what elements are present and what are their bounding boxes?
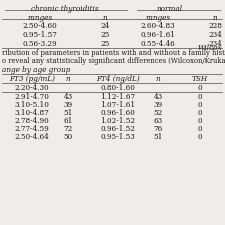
Text: 2.60-4.83: 2.60-4.83 — [141, 22, 175, 30]
Text: 0.96-1.61: 0.96-1.61 — [140, 31, 176, 39]
Text: 24: 24 — [100, 22, 110, 30]
Text: chronic thyroiditis: chronic thyroiditis — [31, 5, 99, 13]
Text: 63: 63 — [153, 117, 162, 125]
Text: normal: normal — [157, 5, 183, 13]
Text: 0: 0 — [198, 84, 202, 92]
Text: 0.95-1.57: 0.95-1.57 — [22, 31, 57, 39]
Text: 228: 228 — [208, 22, 222, 30]
Text: 234: 234 — [208, 31, 222, 39]
Text: 0: 0 — [198, 117, 202, 125]
Text: 0.80-1.60: 0.80-1.60 — [101, 84, 135, 92]
Text: 51: 51 — [153, 133, 163, 141]
Text: 50: 50 — [63, 133, 73, 141]
Text: ange by age group: ange by age group — [2, 66, 70, 74]
Text: n: n — [103, 14, 107, 22]
Text: n: n — [66, 75, 70, 83]
Text: 39: 39 — [63, 101, 72, 109]
Text: 52: 52 — [153, 109, 163, 117]
Text: 43: 43 — [153, 93, 162, 101]
Text: o reveal any statistically significant differences (Wilcoxon/Krukal-: o reveal any statistically significant d… — [2, 57, 225, 65]
Text: 72: 72 — [63, 125, 73, 133]
Text: 2.78-4.90: 2.78-4.90 — [15, 117, 49, 125]
Text: 1.07-1.61: 1.07-1.61 — [100, 101, 135, 109]
Text: 3.10-5.10: 3.10-5.10 — [15, 101, 50, 109]
Text: n: n — [213, 14, 217, 22]
Text: 2.20-4.30: 2.20-4.30 — [15, 84, 49, 92]
Text: 0: 0 — [198, 101, 202, 109]
Text: ranges: ranges — [27, 14, 53, 22]
Text: 0: 0 — [198, 109, 202, 117]
Text: 3.10-4.87: 3.10-4.87 — [15, 109, 49, 117]
Text: 0: 0 — [198, 93, 202, 101]
Text: 1.02-1.52: 1.02-1.52 — [101, 117, 135, 125]
Text: 25: 25 — [100, 31, 110, 39]
Text: Wilcox: Wilcox — [197, 44, 222, 52]
Text: 0: 0 — [198, 133, 202, 141]
Text: 25: 25 — [100, 40, 110, 48]
Text: 234: 234 — [208, 40, 222, 48]
Text: FT4 (ng/dL): FT4 (ng/dL) — [96, 75, 140, 83]
Text: n: n — [156, 75, 160, 83]
Text: 61: 61 — [63, 117, 73, 125]
Text: TSH: TSH — [192, 75, 208, 83]
Text: ribution of parameters in patients with and without a family histor: ribution of parameters in patients with … — [2, 49, 225, 57]
Text: 43: 43 — [63, 93, 72, 101]
Text: 0.96-1.60: 0.96-1.60 — [101, 109, 135, 117]
Text: ranges: ranges — [145, 14, 171, 22]
Text: 0.56-3.29: 0.56-3.29 — [23, 40, 57, 48]
Text: 39: 39 — [153, 101, 162, 109]
Text: 0.55-4.46: 0.55-4.46 — [141, 40, 175, 48]
Text: 0.95-1.53: 0.95-1.53 — [101, 133, 135, 141]
Text: 0.96-1.52: 0.96-1.52 — [101, 125, 135, 133]
Text: 0: 0 — [198, 125, 202, 133]
Text: 2.50-4.60: 2.50-4.60 — [23, 22, 57, 30]
Text: 51: 51 — [63, 109, 73, 117]
Text: 2.50-4.64: 2.50-4.64 — [15, 133, 49, 141]
Text: FT3 (pg/mL): FT3 (pg/mL) — [9, 75, 55, 83]
Text: 2.91-4.70: 2.91-4.70 — [15, 93, 50, 101]
Text: 76: 76 — [153, 125, 163, 133]
Text: 2.77-4.59: 2.77-4.59 — [15, 125, 49, 133]
Text: 1.12-1.67: 1.12-1.67 — [100, 93, 135, 101]
